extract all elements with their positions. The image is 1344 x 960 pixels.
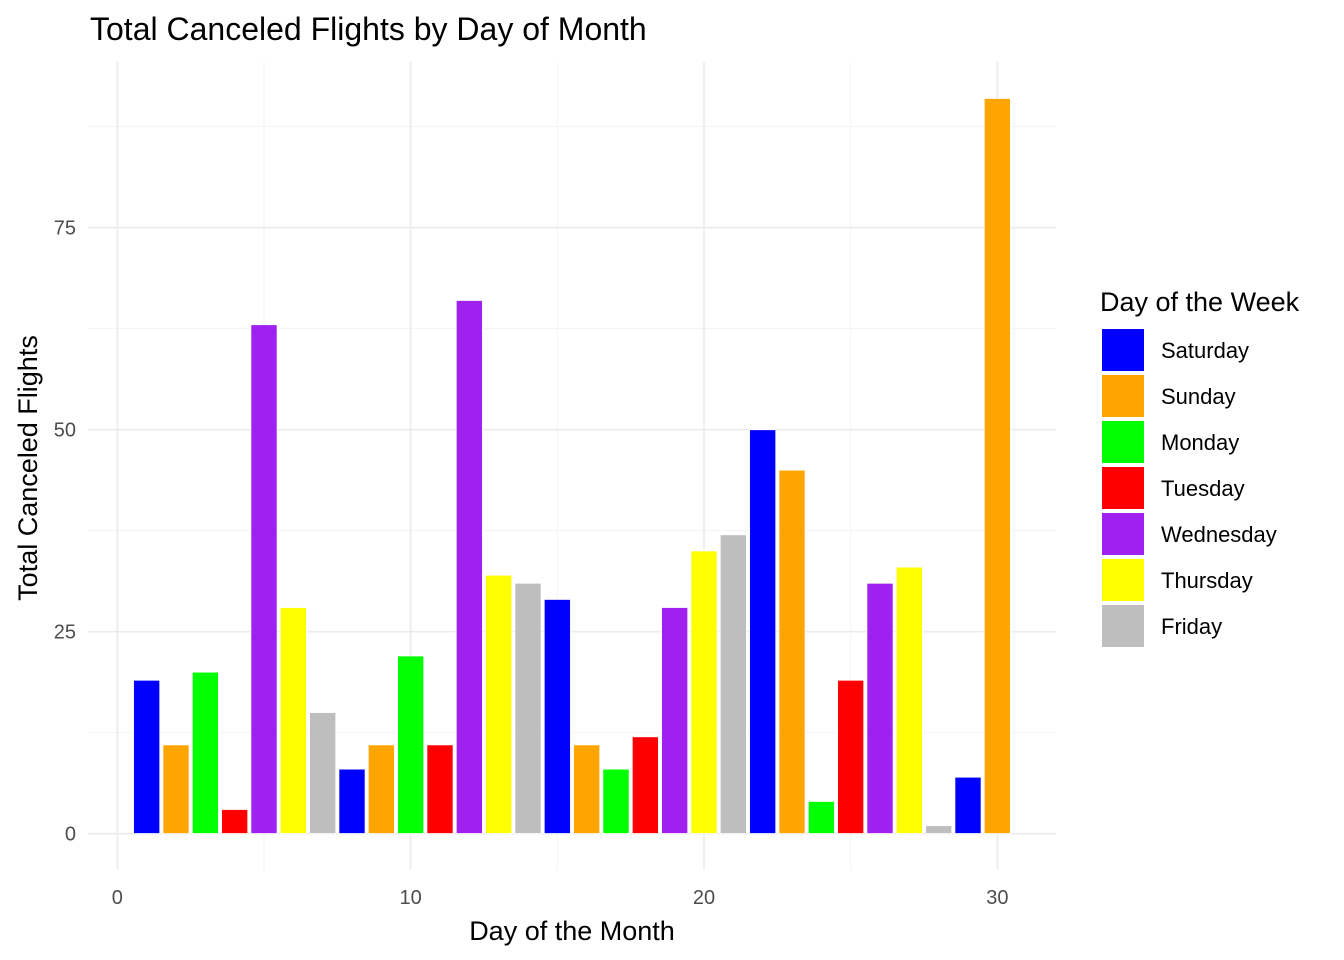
y-axis-ticks: 0 25 50 75 — [54, 218, 76, 846]
bar-day-3 — [191, 671, 220, 835]
bar-day-17 — [602, 768, 630, 835]
legend-label-thursday: Thursday — [1161, 568, 1253, 593]
legend-swatch-saturday — [1102, 329, 1144, 371]
bar-day-1 — [132, 679, 161, 835]
bar-day-15 — [543, 598, 572, 835]
bar-day-27 — [895, 566, 924, 835]
bar-day-19 — [660, 606, 689, 835]
y-tick-label: 0 — [65, 824, 76, 846]
x-tick-label: 0 — [112, 887, 123, 909]
bar-day-20 — [690, 550, 718, 835]
y-tick-label: 25 — [54, 622, 76, 644]
bar-day-28 — [924, 825, 953, 835]
x-axis-ticks: 0 10 20 30 — [112, 887, 1009, 909]
legend-swatch-sunday — [1102, 375, 1144, 417]
legend-swatch-friday — [1102, 605, 1144, 647]
bar-day-25 — [836, 679, 865, 835]
x-tick-label: 20 — [693, 887, 715, 909]
bar-day-12 — [455, 299, 484, 835]
bar-day-21 — [719, 534, 748, 835]
bar-day-5 — [250, 324, 278, 835]
y-tick-label: 75 — [54, 218, 76, 240]
bar-day-4 — [220, 808, 249, 835]
bar-day-16 — [572, 744, 601, 835]
bar-day-24 — [807, 800, 836, 835]
bar-day-14 — [514, 582, 542, 835]
bar-day-29 — [954, 776, 982, 835]
bars — [132, 97, 1012, 835]
bar-day-6 — [279, 606, 308, 835]
legend-label-tuesday: Tuesday — [1161, 476, 1245, 501]
chart-title: Total Canceled Flights by Day of Month — [90, 11, 647, 47]
bar-day-8 — [338, 768, 366, 835]
legend-swatch-wednesday — [1102, 513, 1144, 555]
legend-title: Day of the Week — [1100, 287, 1300, 317]
bar-day-26 — [866, 582, 894, 835]
bar-day-22 — [748, 429, 777, 835]
legend-swatch-thursday — [1102, 559, 1144, 601]
bar-day-11 — [426, 744, 454, 835]
bar-day-13 — [484, 574, 513, 835]
legend-label-saturday: Saturday — [1161, 338, 1249, 363]
y-tick-label: 50 — [54, 420, 76, 442]
legend-label-monday: Monday — [1161, 430, 1239, 455]
y-axis-title: Total Canceled Flights — [13, 335, 43, 601]
bar-day-30 — [983, 97, 1012, 835]
bar-day-10 — [396, 655, 425, 835]
legend-label-sunday: Sunday — [1161, 384, 1236, 409]
x-tick-label: 10 — [400, 887, 422, 909]
legend-swatch-monday — [1102, 421, 1144, 463]
bar-day-7 — [308, 711, 337, 835]
legend-label-wednesday: Wednesday — [1161, 522, 1277, 547]
bar-day-2 — [162, 744, 190, 835]
bar-day-18 — [631, 736, 660, 835]
bar-day-9 — [367, 744, 396, 835]
bar-day-23 — [778, 469, 806, 835]
x-axis-title: Day of the Month — [469, 916, 675, 946]
legend-label-friday: Friday — [1161, 614, 1222, 639]
legend-swatch-tuesday — [1102, 467, 1144, 509]
x-tick-label: 30 — [986, 887, 1008, 909]
legend: Day of the Week Saturday Sunday Monday Tues… — [1100, 287, 1300, 647]
